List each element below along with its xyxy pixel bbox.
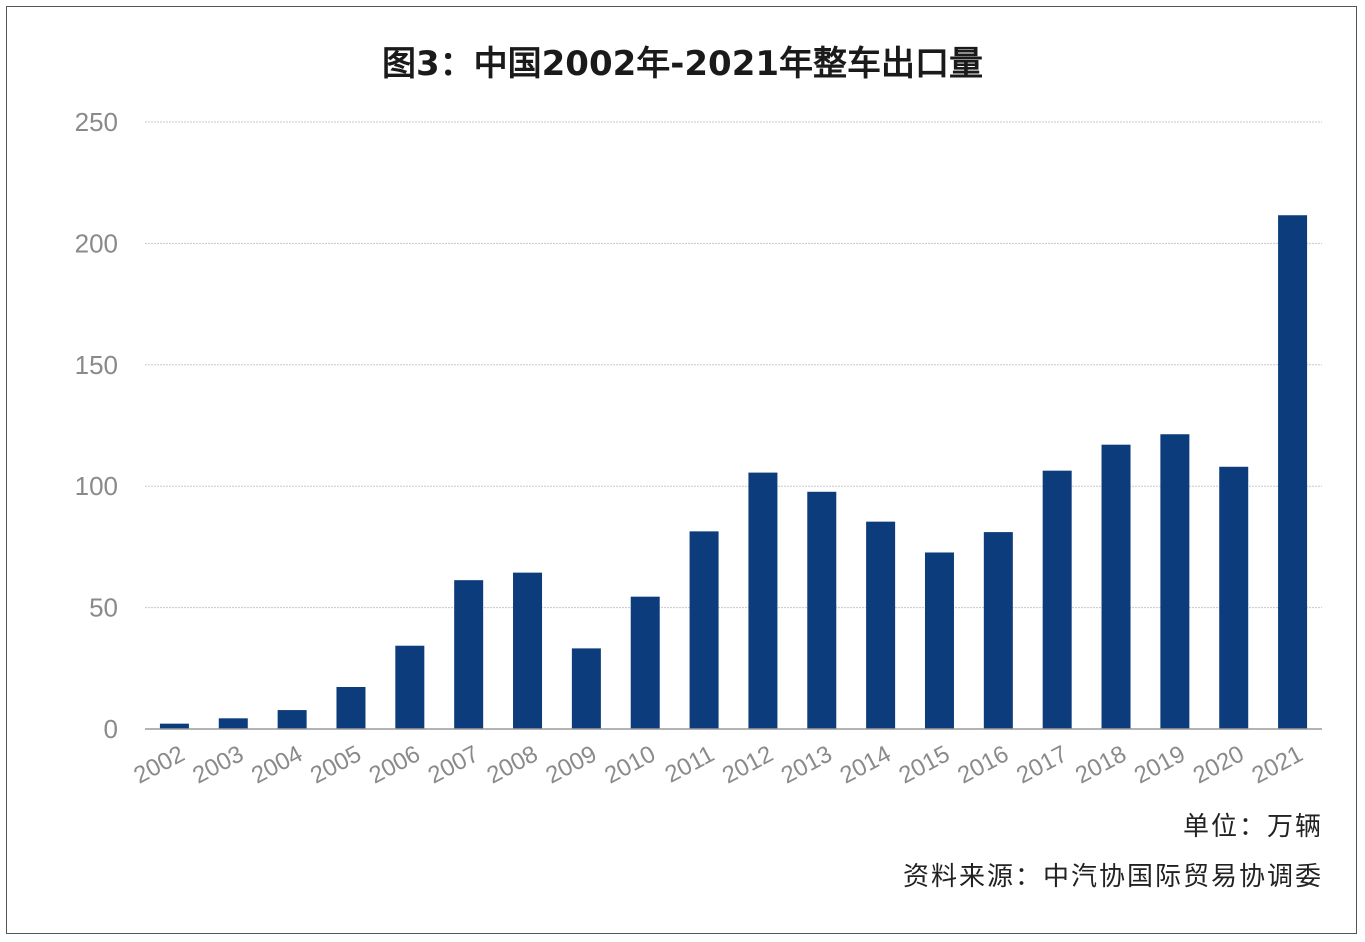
bar-2011 xyxy=(689,531,719,729)
x-tick-label-2006: 2006 xyxy=(365,740,425,789)
bar-2009 xyxy=(571,648,601,729)
x-tick-label-2017: 2017 xyxy=(1012,740,1072,789)
x-tick-label-2011: 2011 xyxy=(661,740,719,788)
unit-label: 单位：万辆 xyxy=(1182,812,1323,842)
y-tick-label: 150 xyxy=(75,350,118,380)
x-tick-label-2019: 2019 xyxy=(1130,740,1190,789)
bar-2004 xyxy=(277,710,307,729)
x-tick-label-2014: 2014 xyxy=(836,740,896,789)
bar-2019 xyxy=(1160,434,1190,729)
y-tick-label: 200 xyxy=(75,228,118,258)
y-tick-label: 50 xyxy=(89,593,118,623)
bar-2013 xyxy=(807,491,837,729)
x-tick-label-2015: 2015 xyxy=(894,740,954,789)
chart-frame xyxy=(6,6,1357,934)
x-tick-label-2004: 2004 xyxy=(247,740,307,789)
x-tick-label-2008: 2008 xyxy=(483,740,543,789)
source-label: 资料来源：中汽协国际贸易协调委 xyxy=(902,862,1323,892)
x-tick-label-2020: 2020 xyxy=(1189,740,1249,789)
bar-2020 xyxy=(1219,466,1249,729)
bar-2018 xyxy=(1101,444,1131,729)
x-tick-label-2005: 2005 xyxy=(306,740,366,789)
bars xyxy=(159,215,1308,729)
bar-2006 xyxy=(395,645,425,729)
y-tick-label: 250 xyxy=(75,107,118,137)
x-tick-label-2003: 2003 xyxy=(188,740,248,789)
bar-2014 xyxy=(866,521,896,729)
grid-lines xyxy=(145,121,1322,609)
x-tick-label-2021: 2021 xyxy=(1248,740,1308,789)
x-tick-label-2012: 2012 xyxy=(718,740,778,789)
bar-2017 xyxy=(1042,470,1072,729)
bar-2007 xyxy=(454,580,484,729)
bar-2012 xyxy=(748,472,778,729)
bar-2010 xyxy=(630,596,660,729)
x-tick-label-2016: 2016 xyxy=(953,740,1013,789)
bar-2021 xyxy=(1278,215,1308,729)
y-tick-label: 100 xyxy=(75,471,118,501)
x-tick-label-2018: 2018 xyxy=(1071,740,1131,789)
bar-2005 xyxy=(336,686,366,729)
x-tick-label-2013: 2013 xyxy=(777,740,837,789)
x-tick-label-2007: 2007 xyxy=(424,740,484,789)
bar-2008 xyxy=(513,572,543,729)
bar-2003 xyxy=(218,718,248,729)
y-axis-ticks: 0 50 100 150 200 250 xyxy=(75,107,118,744)
x-tick-label-2002: 2002 xyxy=(129,740,189,789)
x-tick-label-2010: 2010 xyxy=(600,740,660,789)
bar-2002 xyxy=(159,723,189,729)
bar-2016 xyxy=(983,532,1013,729)
chart-title: 图3：中国2002年-2021年整车出口量 xyxy=(381,44,984,84)
y-tick-label: 0 xyxy=(104,714,118,744)
x-axis-ticks: 2002 2003 2004 2005 2006 2007 2008 2009 2010 2011… xyxy=(129,740,1307,789)
bar-2015 xyxy=(924,552,954,729)
x-tick-label-2009: 2009 xyxy=(541,740,601,789)
